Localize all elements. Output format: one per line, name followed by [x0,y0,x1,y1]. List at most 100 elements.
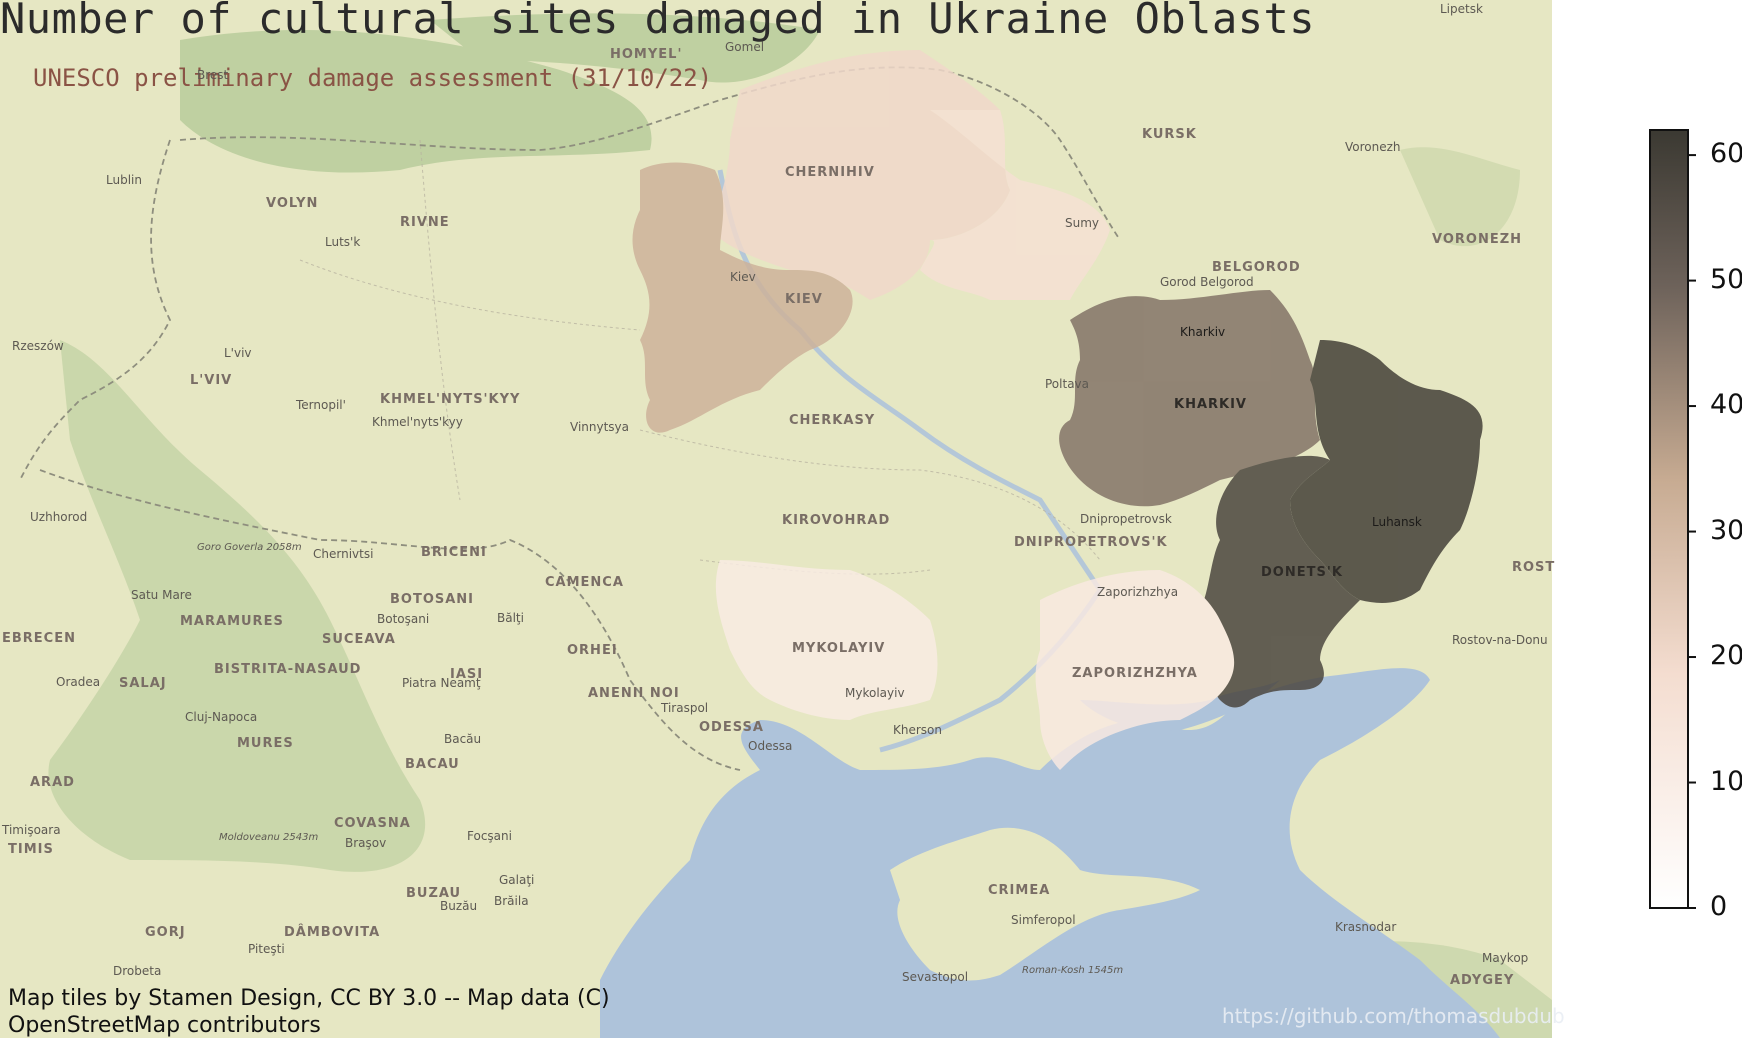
oblast-label: VOLYN [266,196,319,211]
city-label: Buzău [440,899,478,913]
region-zaporizhzhya [1035,570,1235,770]
city-label: Kharkiv [1180,325,1226,339]
oblast-label: COVASNA [334,816,411,831]
city-label: Ternopil' [296,398,346,412]
oblast-label: ORHEI [567,643,618,658]
city-label: Poltava [1045,377,1089,391]
map-title: Number of cultural sites damaged in Ukra… [0,0,1316,43]
city-label: Zaporizhzhya [1097,585,1179,599]
city-label: Braşov [345,836,387,850]
colorbar-tick-label: 60 [1710,138,1742,170]
attribution-text: Map tiles by Stamen Design, CC BY 3.0 --… [8,986,610,1038]
city-label: Rostov-na-Donu [1452,633,1548,647]
colorbar-tick-label: 30 [1710,514,1742,546]
oblast-label: DONETS'K [1261,565,1343,580]
city-label: Voronezh [1345,140,1401,154]
colorbar-tick-label: 10 [1710,765,1742,797]
oblast-label: BELGOROD [1212,260,1301,275]
oblast-label: IASI [450,667,484,682]
city-label: Odessa [748,739,793,753]
oblast-label: SALAJ [119,676,167,691]
city-label: Drobeta [113,964,162,978]
oblast-label: MYKOLAYIV [792,641,886,656]
city-label: Rzeszów [12,339,64,353]
city-label: Dnipropetrovsk [1080,512,1172,526]
city-label: Bacău [444,732,482,746]
city-label: Chernivtsi [313,547,374,561]
borders [19,66,1121,771]
colorbar-tick-label: 50 [1710,263,1742,295]
crimea-land [890,827,1200,981]
city-label: Moldoveanu 2543m [219,832,319,843]
colorbar-ticks [1688,154,1696,909]
region-mykolayiv [715,560,938,720]
oblast-label: TIMIS [8,842,54,857]
oblast-label: RIVNE [400,215,450,230]
oblast-label: CAMENCA [545,575,624,590]
city-label: Piteşti [248,942,285,956]
city-label: Luts'k [325,235,361,249]
colorbar-tick-label: 20 [1710,640,1742,672]
region-kiev [632,162,853,433]
oblast-label: BACAU [405,757,460,772]
oblast-label: MARAMURES [180,614,284,629]
city-label: Brest [197,68,229,82]
city-label: Tiraspol [661,701,709,715]
oblast-label: ADYGEY [1450,973,1515,988]
oblast-label: DÂMBOVITA [284,925,381,940]
oblast-label: GORJ [145,925,186,940]
city-label: Krasnodar [1335,920,1397,934]
oblast-label: CHERKASY [789,413,876,428]
oblast-label: SUCEAVA [322,632,396,647]
oblast-label: ODESSA [699,720,764,735]
region-donetsk [1200,455,1360,708]
oblast-label: CRIMEA [988,883,1051,898]
city-label: Botoşani [377,612,430,626]
city-label: Kherson [893,723,942,737]
city-label: Cluj-Napoca [185,710,258,724]
city-label: Sumy [1065,216,1100,230]
city-label: Gomel [725,40,765,54]
city-label: Satu Mare [131,588,192,602]
watermark-link[interactable]: https://github.com/thomasdubdub [1222,1004,1565,1028]
city-label: L'viv [224,346,252,360]
oblast-label: KHMEL'NYTS'KYY [380,392,521,407]
city-label: Bălţi [497,611,524,625]
city-label: Kiev [730,270,756,284]
city-label: Oradea [56,675,101,689]
oblast-label: HOMYEL' [610,47,683,62]
oblast-label: CHERNIHIV [785,165,875,180]
oblast-label: BUZAU [406,886,462,901]
choropleth-regions [632,50,1483,770]
oblast-label: VORONEZH [1432,232,1523,247]
region-sumy [920,110,1110,300]
map-subtitle: UNESCO preliminary damage assessment (31… [33,64,713,92]
oblast-label: EBRECEN [2,631,76,646]
oblast-label: DNIPROPETROVS'K [1014,535,1168,550]
oblast-label: BISTRITA-NASAUD [214,662,362,677]
city-label: Galaţi [499,873,535,887]
city-label: Simferopol [1011,913,1076,927]
city-label: Uzhhorod [30,510,88,524]
city-label: Mykolayiv [845,686,905,700]
colorbar-tick-label: 0 [1710,891,1728,922]
city-label: Luhansk [1372,515,1422,529]
oblast-label: KHARKIV [1174,397,1247,412]
oblast-label: BOTOSANI [390,592,475,607]
city-label: Vinnytsya [570,420,630,434]
city-label: Timişoara [2,823,61,837]
city-label: Maykop [1482,951,1529,965]
city-label: Lublin [106,173,142,187]
oblast-label: ANENII NOI [588,686,680,701]
city-label: Goro Goverla 2058m [197,542,302,553]
oblast-label: ROST [1512,560,1556,575]
city-label: Piatra Neamţ [402,676,481,690]
oblast-label: ZAPORIZHZHYA [1072,666,1198,681]
oblast-label: KURSK [1142,127,1197,142]
region-luhansk [1290,340,1483,603]
city-label: Focşani [467,829,512,843]
oblast-label: ARAD [30,775,75,790]
oblast-label: L'VIV [190,373,233,388]
oblast-label: KIEV [785,292,823,307]
